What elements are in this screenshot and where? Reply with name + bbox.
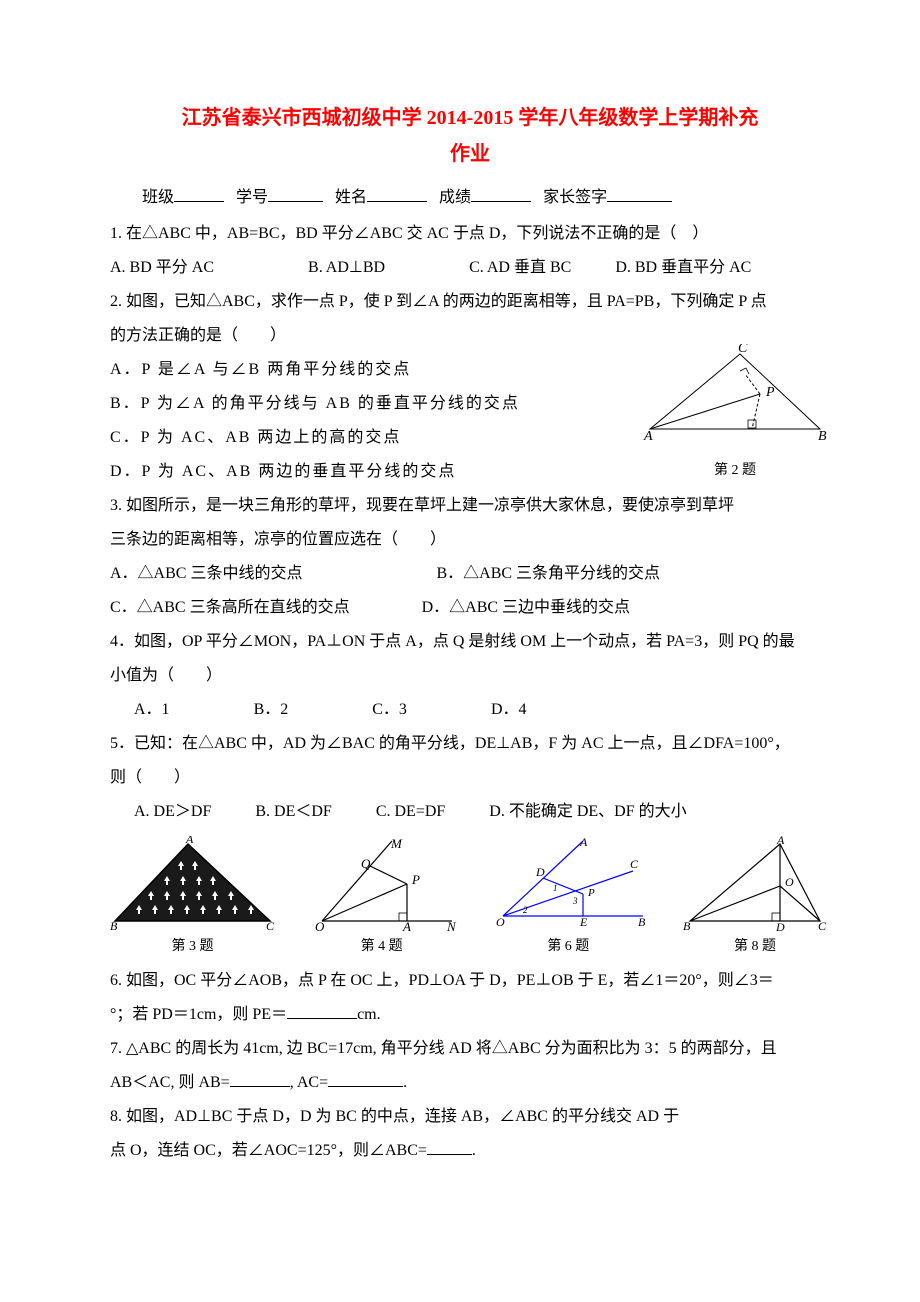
q4-optB: B．2 xyxy=(254,694,289,726)
svg-text:N: N xyxy=(446,919,457,931)
class-label: 班级 xyxy=(142,189,174,206)
q1-optC: C. AD 垂直 BC xyxy=(469,252,571,284)
svg-text:B: B xyxy=(818,429,827,444)
fig3-box: A B C 第 3 题 xyxy=(110,836,275,961)
q6-stem-l2: °；若 PD＝1cm，则 PE＝ cm. xyxy=(110,999,830,1031)
svg-text:B: B xyxy=(638,915,646,929)
q1-optB: B. AD⊥BD xyxy=(308,252,385,284)
header-fields: 班级 学号 姓名 成绩 家长签字 xyxy=(110,182,830,214)
q4-optC: C．3 xyxy=(372,694,407,726)
fig6-box: O B A C D P E 1 2 3 第 6 题 xyxy=(488,836,648,961)
q6-l2a: °；若 PD＝1cm，则 PE＝ xyxy=(110,1006,287,1023)
svg-text:B: B xyxy=(683,919,691,931)
q3-optB: B．△ABC 三条角平分线的交点 xyxy=(436,558,660,590)
q3-stem-l2: 三条边的距离相等，凉亭的位置应选在（ ） xyxy=(110,524,830,556)
svg-text:P: P xyxy=(411,872,420,887)
svg-text:A: A xyxy=(185,836,194,846)
q5-options: A. DE＞DF B. DE＜DF C. DE=DF D. 不能确定 DE、DF… xyxy=(110,796,830,828)
fig4-label: 第 4 题 xyxy=(361,933,403,961)
svg-text:O: O xyxy=(315,919,325,931)
fig8-box: A B C D O 第 8 题 xyxy=(680,836,830,961)
q3-optD: D．△ABC 三边中垂线的交点 xyxy=(422,592,630,624)
svg-text:B: B xyxy=(110,919,118,931)
q5-stem-l2: 则（ ） xyxy=(110,762,830,794)
svg-text:O: O xyxy=(496,915,505,929)
q3-options-ab: A．△ABC 三条中线的交点 B．△ABC 三条角平分线的交点 xyxy=(110,558,830,590)
title-line1: 江苏省泰兴市西城初级中学 2014-2015 学年八年级数学上学期补充 xyxy=(110,100,830,136)
svg-text:C: C xyxy=(818,919,827,931)
q1-optA: A. BD 平分 AC xyxy=(110,252,214,284)
svg-text:D: D xyxy=(775,920,785,931)
q5-optB: B. DE＜DF xyxy=(255,796,331,828)
svg-text:D: D xyxy=(535,865,545,879)
parent-label: 家长签字 xyxy=(543,189,607,206)
q8-l2b: . xyxy=(472,1142,476,1159)
svg-text:P: P xyxy=(587,887,595,899)
q2-figure: A B C P 第 2 题 xyxy=(640,344,830,485)
q3-stem-l1: 3. 如图所示，是一块三角形的草坪，现要在草坪上建一凉亭供大家休息，要使凉亭到草… xyxy=(110,490,830,522)
fig6-label: 第 6 题 xyxy=(547,933,589,961)
q3-optC: C．△ABC 三条高所在直线的交点 xyxy=(110,592,350,624)
name-label: 姓名 xyxy=(335,189,367,206)
q4-optA: A．1 xyxy=(134,694,170,726)
svg-text:A: A xyxy=(402,919,411,931)
svg-text:Q: Q xyxy=(361,856,371,871)
svg-text:A: A xyxy=(776,836,785,847)
svg-text:M: M xyxy=(390,836,403,851)
figure-row: A B C 第 3 题 O A N M P Q 第 4 题 xyxy=(110,836,830,961)
svg-text:E: E xyxy=(579,915,588,929)
svg-text:2: 2 xyxy=(523,905,528,915)
svg-text:C: C xyxy=(266,919,275,931)
q6-stem-l1: 6. 如图，OC 平分∠AOB，点 P 在 OC 上，PD⊥OA 于 D，PE⊥… xyxy=(110,965,830,997)
q6-l2b: cm. xyxy=(357,1006,381,1023)
q4-stem-l2: 小值为（ ） xyxy=(110,660,830,692)
q5-optC: C. DE=DF xyxy=(376,796,445,828)
doc-title: 江苏省泰兴市西城初级中学 2014-2015 学年八年级数学上学期补充 作业 xyxy=(110,100,830,172)
q7-stem-l2: AB＜AC, 则 AB= , AC=. xyxy=(110,1067,830,1099)
q2-stem-l2: 的方法正确的是（ ） xyxy=(110,320,830,352)
svg-text:C: C xyxy=(630,857,639,871)
q2-stem-l1: 2. 如图，已知△ABC，求作一点 P，使 P 到∠A 的两边的距离相等，且 P… xyxy=(110,286,830,318)
svg-text:O: O xyxy=(785,875,794,889)
q7-l2a: AB＜AC, 则 AB= xyxy=(110,1074,230,1091)
q1-stem: 1. 在△ABC 中，AB=BC，BD 平分∠ABC 交 AC 于点 D，下列说… xyxy=(110,218,830,250)
fig3-label: 第 3 题 xyxy=(172,933,214,961)
title-line2: 作业 xyxy=(110,136,830,172)
q7-l2c: . xyxy=(403,1074,407,1091)
q7-l2b: , AC= xyxy=(290,1074,328,1091)
svg-text:1: 1 xyxy=(553,883,558,893)
q1-options: A. BD 平分 AC B. AD⊥BD C. AD 垂直 BC D. BD 垂… xyxy=(110,252,830,284)
q5-stem-l1: 5．已知：在△ABC 中，AD 为∠BAC 的角平分线，DE⊥AB，F 为 AC… xyxy=(110,728,830,760)
svg-text:P: P xyxy=(765,385,775,400)
q8-l2a: 点 O，连结 OC，若∠AOC=125°，则∠ABC= xyxy=(110,1142,427,1159)
q4-stem-l1: 4．如图，OP 平分∠MON，PA⊥ON 于点 A，点 Q 是射线 OM 上一个… xyxy=(110,626,830,658)
q2-fig-label: 第 2 题 xyxy=(640,457,830,485)
svg-text:A: A xyxy=(643,429,653,444)
q1-optD: D. BD 垂直平分 AC xyxy=(615,252,751,284)
q5-optA: A. DE＞DF xyxy=(134,796,211,828)
q4-options: A．1 B．2 C．3 D．4 xyxy=(110,694,830,726)
q8-stem-l1: 8. 如图，AD⊥BC 于点 D，D 为 BC 的中点，连接 AB，∠ABC 的… xyxy=(110,1101,830,1133)
q5-optD: D. 不能确定 DE、DF 的大小 xyxy=(489,796,686,828)
q8-stem-l2: 点 O，连结 OC，若∠AOC=125°，则∠ABC=. xyxy=(110,1135,830,1167)
q3-optA: A．△ABC 三条中线的交点 xyxy=(110,558,302,590)
id-label: 学号 xyxy=(236,189,268,206)
q3-options-cd: C．△ABC 三条高所在直线的交点 D．△ABC 三边中垂线的交点 xyxy=(110,592,830,624)
svg-text:A: A xyxy=(579,836,588,849)
score-label: 成绩 xyxy=(439,189,471,206)
q7-stem-l1: 7. △ABC 的周长为 41cm, 边 BC=17cm, 角平分线 AD 将△… xyxy=(110,1033,830,1065)
fig8-label: 第 8 题 xyxy=(734,933,776,961)
svg-text:3: 3 xyxy=(572,896,578,906)
fig4-box: O A N M P Q 第 4 题 xyxy=(307,836,457,961)
q4-optD: D．4 xyxy=(491,694,527,726)
